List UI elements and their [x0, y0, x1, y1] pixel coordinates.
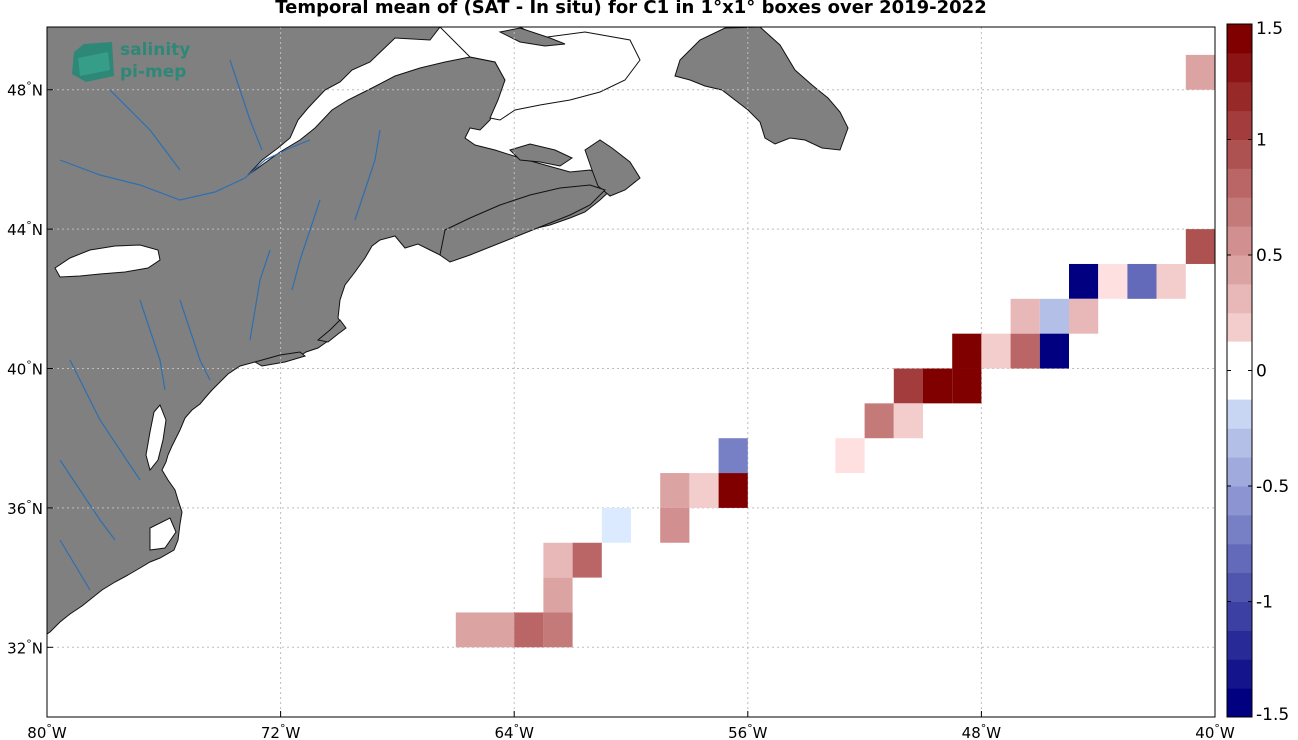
lake-ontario	[54, 244, 161, 278]
lon-tick-label: 72°W	[261, 722, 301, 740]
newfoundland	[674, 27, 849, 151]
salinity-pimep-logo: salinity pi-mep	[72, 40, 190, 82]
colorbar-tick-label: -0.5	[1256, 477, 1289, 497]
lat-tick-label: 32°N	[7, 637, 43, 657]
heatmap-cell	[952, 368, 982, 404]
map-title: Temporal mean of (SAT - In situ) for C1 …	[275, 0, 987, 18]
prince-edward-island	[509, 143, 574, 167]
heatmap-cell	[1010, 298, 1040, 334]
lat-tick-label: 40°N	[7, 359, 43, 379]
heatmap-cell	[601, 507, 631, 543]
colorbar-swatch	[1227, 139, 1252, 169]
heatmap-cell	[718, 438, 748, 474]
lon-tick-label: 56°W	[728, 722, 768, 740]
colorbar-swatch	[1227, 514, 1252, 545]
heatmap-cell	[689, 473, 719, 508]
lon-tick-label: 40°W	[1195, 722, 1235, 740]
colorbar-swatch	[1227, 81, 1252, 112]
colorbar-swatch	[1227, 255, 1252, 285]
colorbar-zero-band	[1227, 341, 1252, 400]
colorbar-tick-label: 1.5	[1256, 19, 1283, 39]
heatmap-cell	[1127, 263, 1157, 299]
cape-breton	[584, 139, 641, 197]
colorbar-swatch	[1227, 110, 1252, 140]
colorbar-swatch	[1227, 312, 1252, 343]
heatmap-cell	[1185, 229, 1215, 264]
lat-tick-label: 48°N	[7, 80, 43, 100]
heatmap-cell	[1010, 333, 1040, 369]
logo-text-pimep: pi-mep	[120, 62, 186, 82]
colorbar-tick-label: 0.5	[1256, 246, 1283, 266]
rivers	[59, 59, 381, 591]
heatmap-cell	[1185, 54, 1215, 90]
plot-frame	[46, 26, 1216, 718]
anticosti-island	[498, 27, 566, 47]
colorbar-swatch	[1227, 457, 1252, 487]
colorbar-swatch	[1227, 226, 1252, 256]
heatmap-cell	[1069, 298, 1099, 334]
heatmap-cell	[1156, 263, 1186, 299]
heatmap-cell	[572, 542, 602, 578]
colorbar: 1.5 1 0.5 0 -0.5 -1 -1.5	[1226, 19, 1289, 725]
colorbar-tick-label: 0	[1256, 362, 1267, 382]
colorbar-swatch	[1227, 399, 1252, 429]
heatmap-cell	[1098, 263, 1128, 299]
colorbar-swatch	[1227, 486, 1252, 516]
colorbar-swatch	[1227, 283, 1252, 314]
heatmap-cell	[864, 403, 894, 439]
heatmap-cell	[660, 473, 690, 508]
colorbar-swatch	[1227, 52, 1252, 83]
colorbar-swatch	[1227, 688, 1252, 718]
colorbar-swatch	[1227, 197, 1252, 227]
colorbar-tick-label: 1	[1256, 131, 1267, 151]
heatmap-cell	[660, 507, 690, 543]
lon-tick-label: 48°W	[962, 722, 1002, 740]
map-area	[47, 27, 849, 635]
colorbar-swatch	[1227, 428, 1252, 458]
heatmap-cell	[1039, 298, 1069, 334]
heatmap-cell	[543, 577, 573, 613]
heatmap-cell	[485, 612, 515, 648]
logo-text-salinity: salinity	[120, 40, 190, 60]
heatmap-cell	[718, 473, 748, 508]
colorbar-swatch	[1227, 168, 1252, 198]
cape-cod	[316, 319, 347, 343]
heatmap-cell	[1069, 263, 1099, 299]
heatmap-cell	[835, 438, 865, 474]
lon-tick-label: 64°W	[494, 722, 534, 740]
heatmap-cell	[952, 333, 982, 369]
colorbar-tick-label: -1	[1256, 593, 1273, 613]
colorbar-swatch	[1227, 659, 1252, 689]
heatmap-cell	[981, 333, 1011, 369]
lat-tick-label: 36°N	[7, 498, 43, 518]
lat-tick-label: 44°N	[7, 219, 43, 239]
colorbar-swatch	[1227, 572, 1252, 602]
chesapeake-bay	[145, 404, 167, 472]
colorbar-tick-label: -1.5	[1256, 705, 1289, 725]
long-island	[253, 351, 307, 367]
axes-labels: 80°W 72°W 64°W 56°W 48°W 40°W 32°N 36°N 40°N 44°N…	[7, 80, 1235, 740]
heatmap-cell	[543, 612, 573, 648]
lon-tick-label: 80°W	[27, 722, 67, 740]
colorbar-swatch	[1227, 601, 1252, 631]
colorbar-swatch	[1227, 630, 1252, 660]
heatmap-cell	[455, 612, 485, 648]
colorbar-swatch	[1227, 543, 1252, 574]
heatmap-cell	[923, 368, 953, 404]
st-lawrence-gulf	[439, 27, 641, 121]
heatmap-cell	[893, 403, 923, 439]
pamlico-sound	[149, 517, 177, 551]
heatmap-cell	[514, 612, 544, 648]
colorbar-swatch	[1227, 24, 1252, 54]
heatmap-cell	[543, 542, 573, 578]
heatmap-cells	[455, 54, 1215, 648]
nova-scotia	[439, 184, 606, 263]
heatmap-cell	[893, 368, 923, 404]
heatmap-cell	[1039, 333, 1069, 369]
